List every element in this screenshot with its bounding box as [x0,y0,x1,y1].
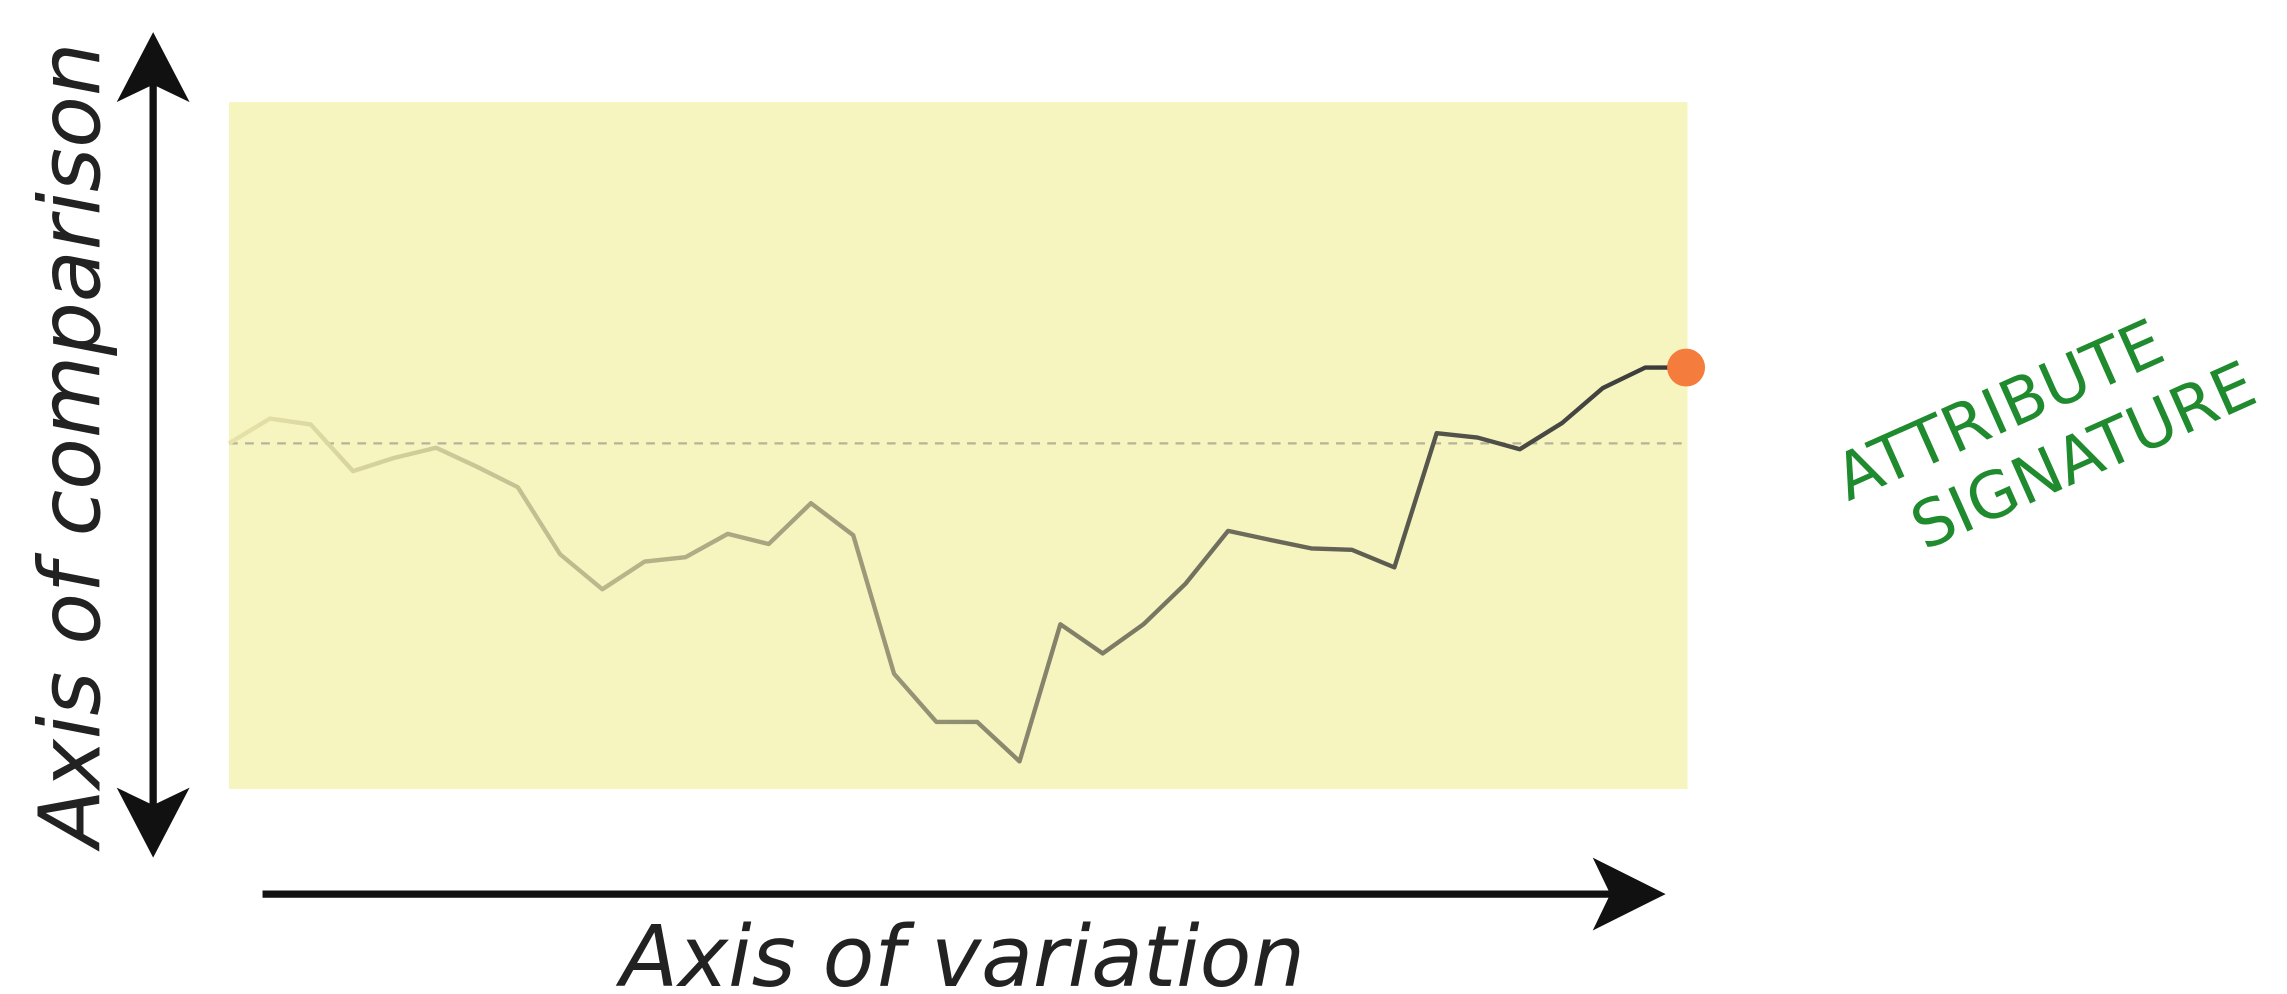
plot-area [228,102,1688,790]
end-point [1667,348,1706,387]
vertical-axis-label: Axis of comparison [20,43,119,853]
vertical-arrow [116,32,190,858]
signature-line [227,365,1678,764]
horizontal-axis-label: Axis of variation [615,907,1305,994]
annotation: ATTRIBUTE SIGNATURE [1824,305,2267,565]
horizontal-arrow [262,857,1666,931]
